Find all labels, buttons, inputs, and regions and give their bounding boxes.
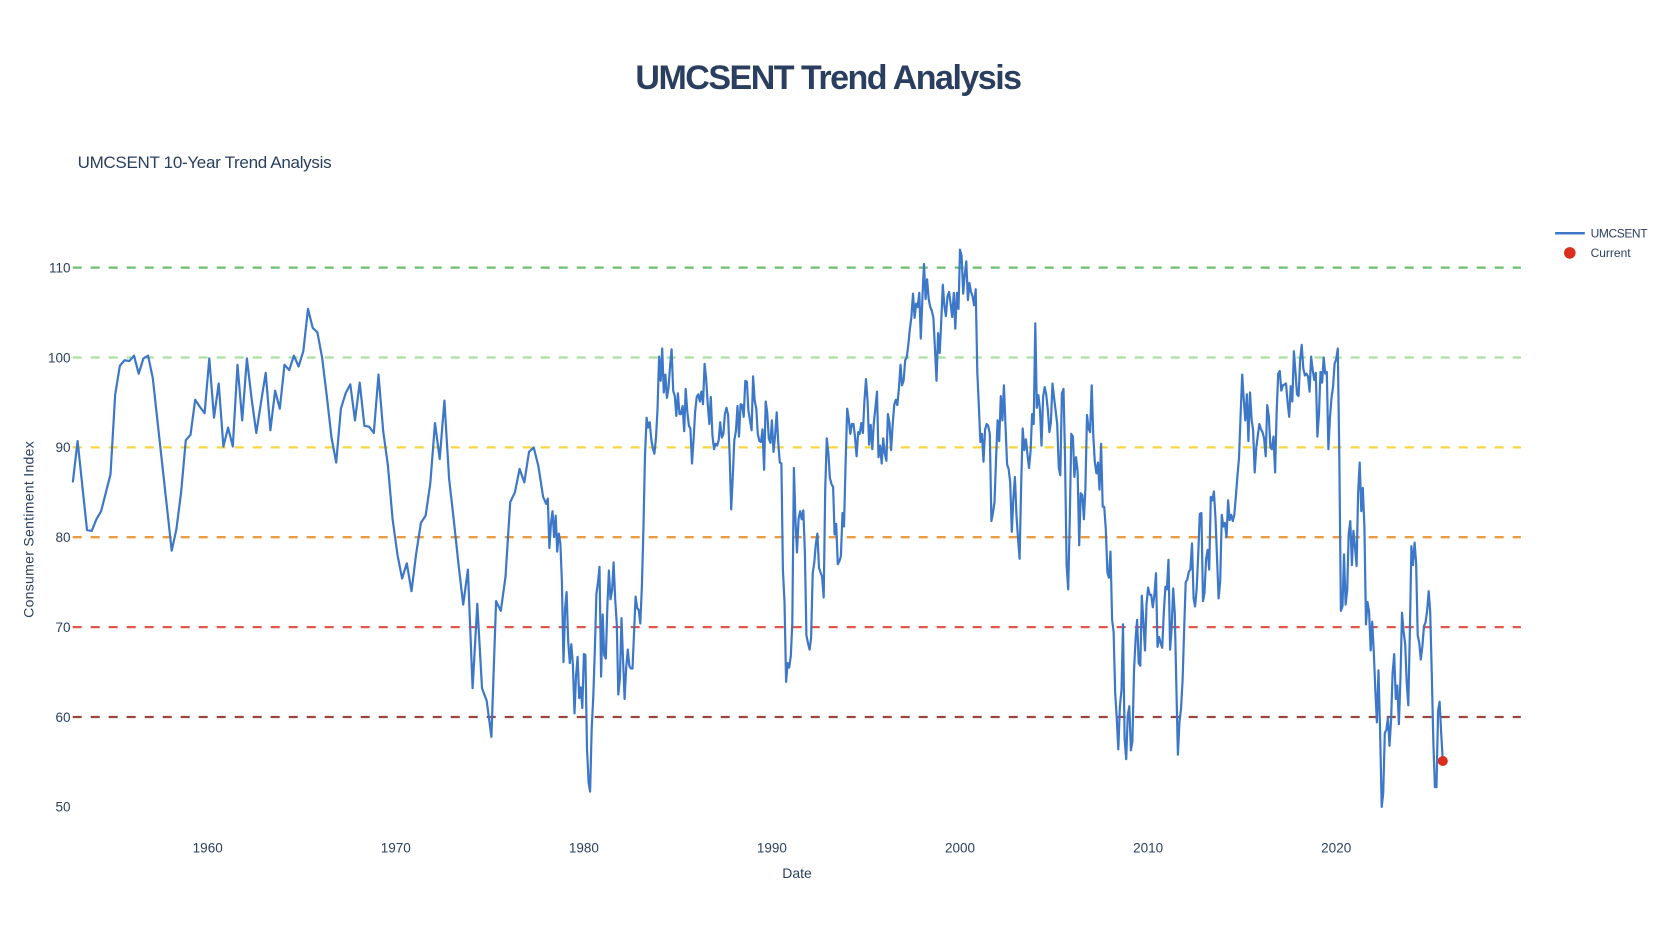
svg-text:Date: Date bbox=[782, 865, 812, 881]
svg-text:70: 70 bbox=[55, 620, 70, 635]
svg-text:60: 60 bbox=[55, 710, 70, 725]
svg-text:100: 100 bbox=[48, 350, 71, 365]
svg-text:2010: 2010 bbox=[1133, 841, 1163, 856]
svg-text:UMCSENT 10-Year Trend Analysis: UMCSENT 10-Year Trend Analysis bbox=[78, 153, 332, 172]
svg-text:UMCSENT Trend Analysis: UMCSENT Trend Analysis bbox=[635, 59, 1021, 97]
svg-text:90: 90 bbox=[55, 440, 70, 455]
svg-text:Consumer Sentiment Index: Consumer Sentiment Index bbox=[21, 441, 37, 618]
svg-text:1960: 1960 bbox=[193, 841, 223, 856]
svg-text:1980: 1980 bbox=[569, 841, 599, 856]
svg-text:50: 50 bbox=[55, 800, 70, 815]
svg-text:UMCSENT: UMCSENT bbox=[1591, 226, 1649, 240]
svg-text:Current: Current bbox=[1591, 246, 1632, 260]
svg-text:1970: 1970 bbox=[381, 841, 411, 856]
svg-text:2000: 2000 bbox=[945, 841, 975, 856]
svg-text:2020: 2020 bbox=[1321, 841, 1351, 856]
svg-text:1990: 1990 bbox=[757, 841, 787, 856]
svg-text:110: 110 bbox=[49, 260, 71, 275]
svg-text:80: 80 bbox=[55, 530, 70, 545]
